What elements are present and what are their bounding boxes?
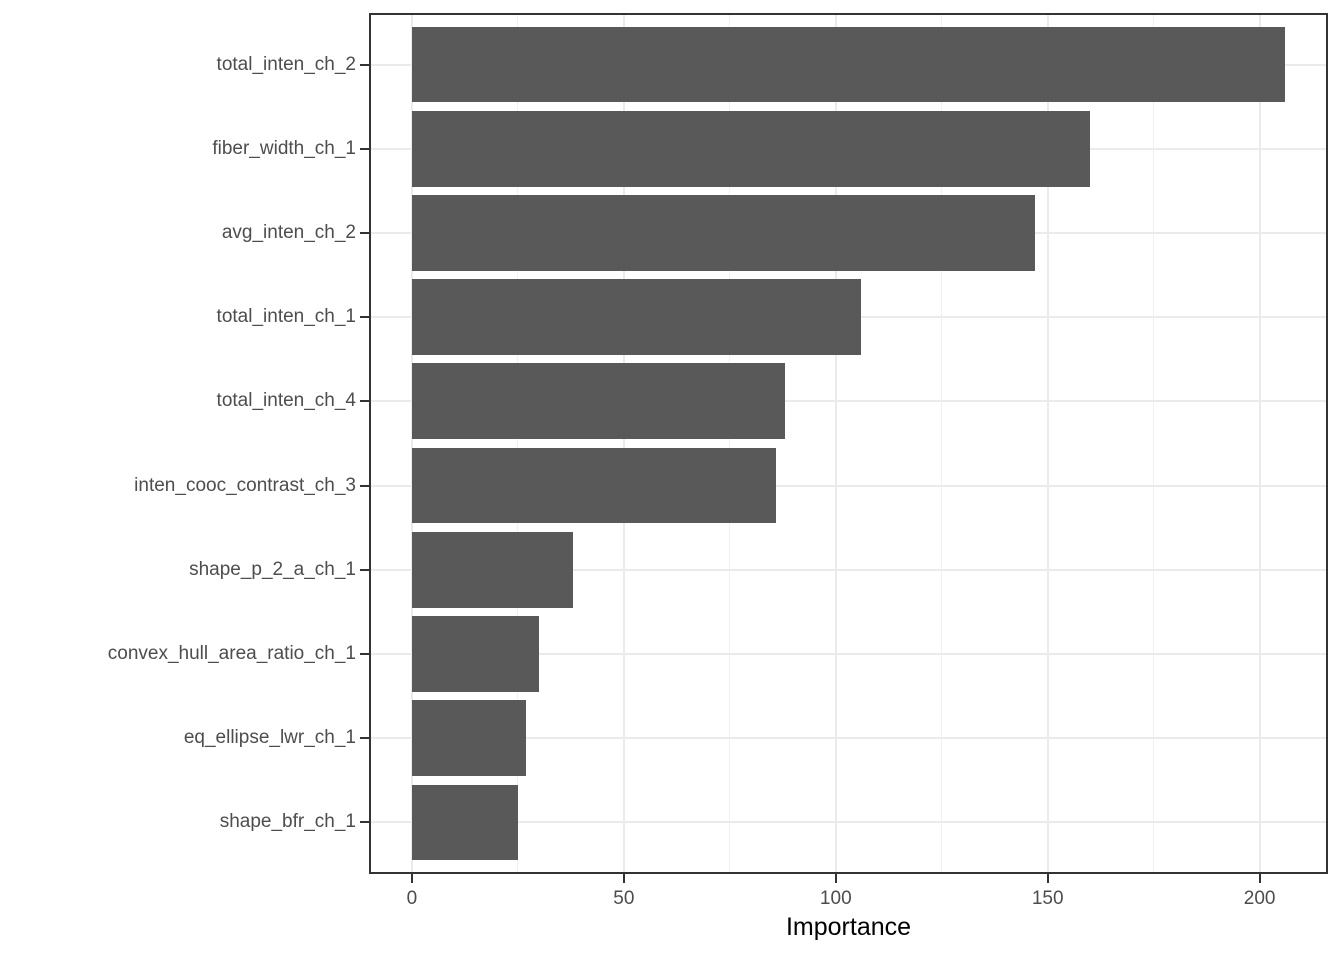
x-axis-tick-label: 100 — [819, 888, 852, 909]
x-axis-title: Importance — [785, 913, 912, 941]
gridline-major-horizontal — [370, 737, 1327, 740]
bar — [411, 195, 1035, 271]
gridline-major-vertical — [410, 14, 413, 873]
x-axis-tick — [622, 874, 625, 883]
x-axis-tick-label: 200 — [1243, 888, 1276, 909]
y-axis-tick — [360, 147, 369, 150]
y-axis-label: total_inten_ch_4 — [216, 390, 356, 412]
plot-panel — [370, 14, 1327, 873]
gridline-major-horizontal — [370, 568, 1327, 571]
gridline-minor-vertical — [1153, 14, 1155, 873]
x-axis-tick — [1046, 874, 1049, 883]
y-axis-label: eq_ellipse_lwr_ch_1 — [183, 727, 356, 749]
gridline-minor-vertical — [729, 14, 731, 873]
y-axis-label: convex_hull_area_ratio_ch_1 — [107, 643, 356, 665]
x-axis-tick — [1258, 874, 1261, 883]
y-axis-label: total_inten_ch_2 — [216, 53, 356, 75]
gridline-major-vertical — [1046, 14, 1049, 873]
gridline-major-horizontal — [370, 484, 1327, 487]
bar — [411, 531, 573, 608]
y-axis-label: shape_bfr_ch_1 — [219, 811, 356, 833]
y-axis-tick — [360, 231, 369, 234]
y-axis-tick — [360, 316, 369, 319]
x-axis-tick — [834, 874, 837, 883]
bar — [411, 700, 527, 777]
y-axis-label: inten_cooc_contrast_ch_3 — [134, 474, 356, 496]
x-axis-tick — [410, 874, 413, 883]
bar — [411, 363, 785, 440]
x-axis-tick-label: 0 — [406, 888, 418, 909]
bar — [411, 447, 777, 524]
gridline-minor-vertical — [517, 14, 519, 873]
gridline-minor-vertical — [941, 14, 943, 873]
y-axis-label: avg_inten_ch_2 — [221, 222, 356, 244]
y-axis-tick — [360, 737, 369, 740]
gridline-major-vertical — [834, 14, 837, 873]
bar — [411, 279, 862, 356]
gridline-major-horizontal — [370, 400, 1327, 403]
y-axis-tick — [360, 484, 369, 487]
y-axis-label: shape_p_2_a_ch_1 — [189, 558, 356, 580]
gridline-major-horizontal — [370, 821, 1327, 824]
y-axis-tick — [360, 653, 369, 656]
bar — [411, 616, 540, 692]
bar — [411, 110, 1091, 187]
y-axis-tick — [360, 821, 369, 824]
gridline-major-vertical — [622, 14, 625, 873]
y-axis-tick — [360, 568, 369, 571]
y-axis-label: total_inten_ch_1 — [216, 306, 356, 328]
bar — [411, 784, 518, 861]
x-axis-tick-label: 50 — [613, 888, 635, 909]
bar — [411, 26, 1286, 103]
y-axis-tick — [360, 63, 369, 66]
y-axis-tick — [360, 400, 369, 403]
y-axis-label: fiber_width_ch_1 — [212, 137, 356, 159]
x-axis-tick-label: 150 — [1031, 888, 1064, 909]
gridline-major-horizontal — [370, 653, 1327, 656]
gridline-major-vertical — [1258, 14, 1261, 873]
